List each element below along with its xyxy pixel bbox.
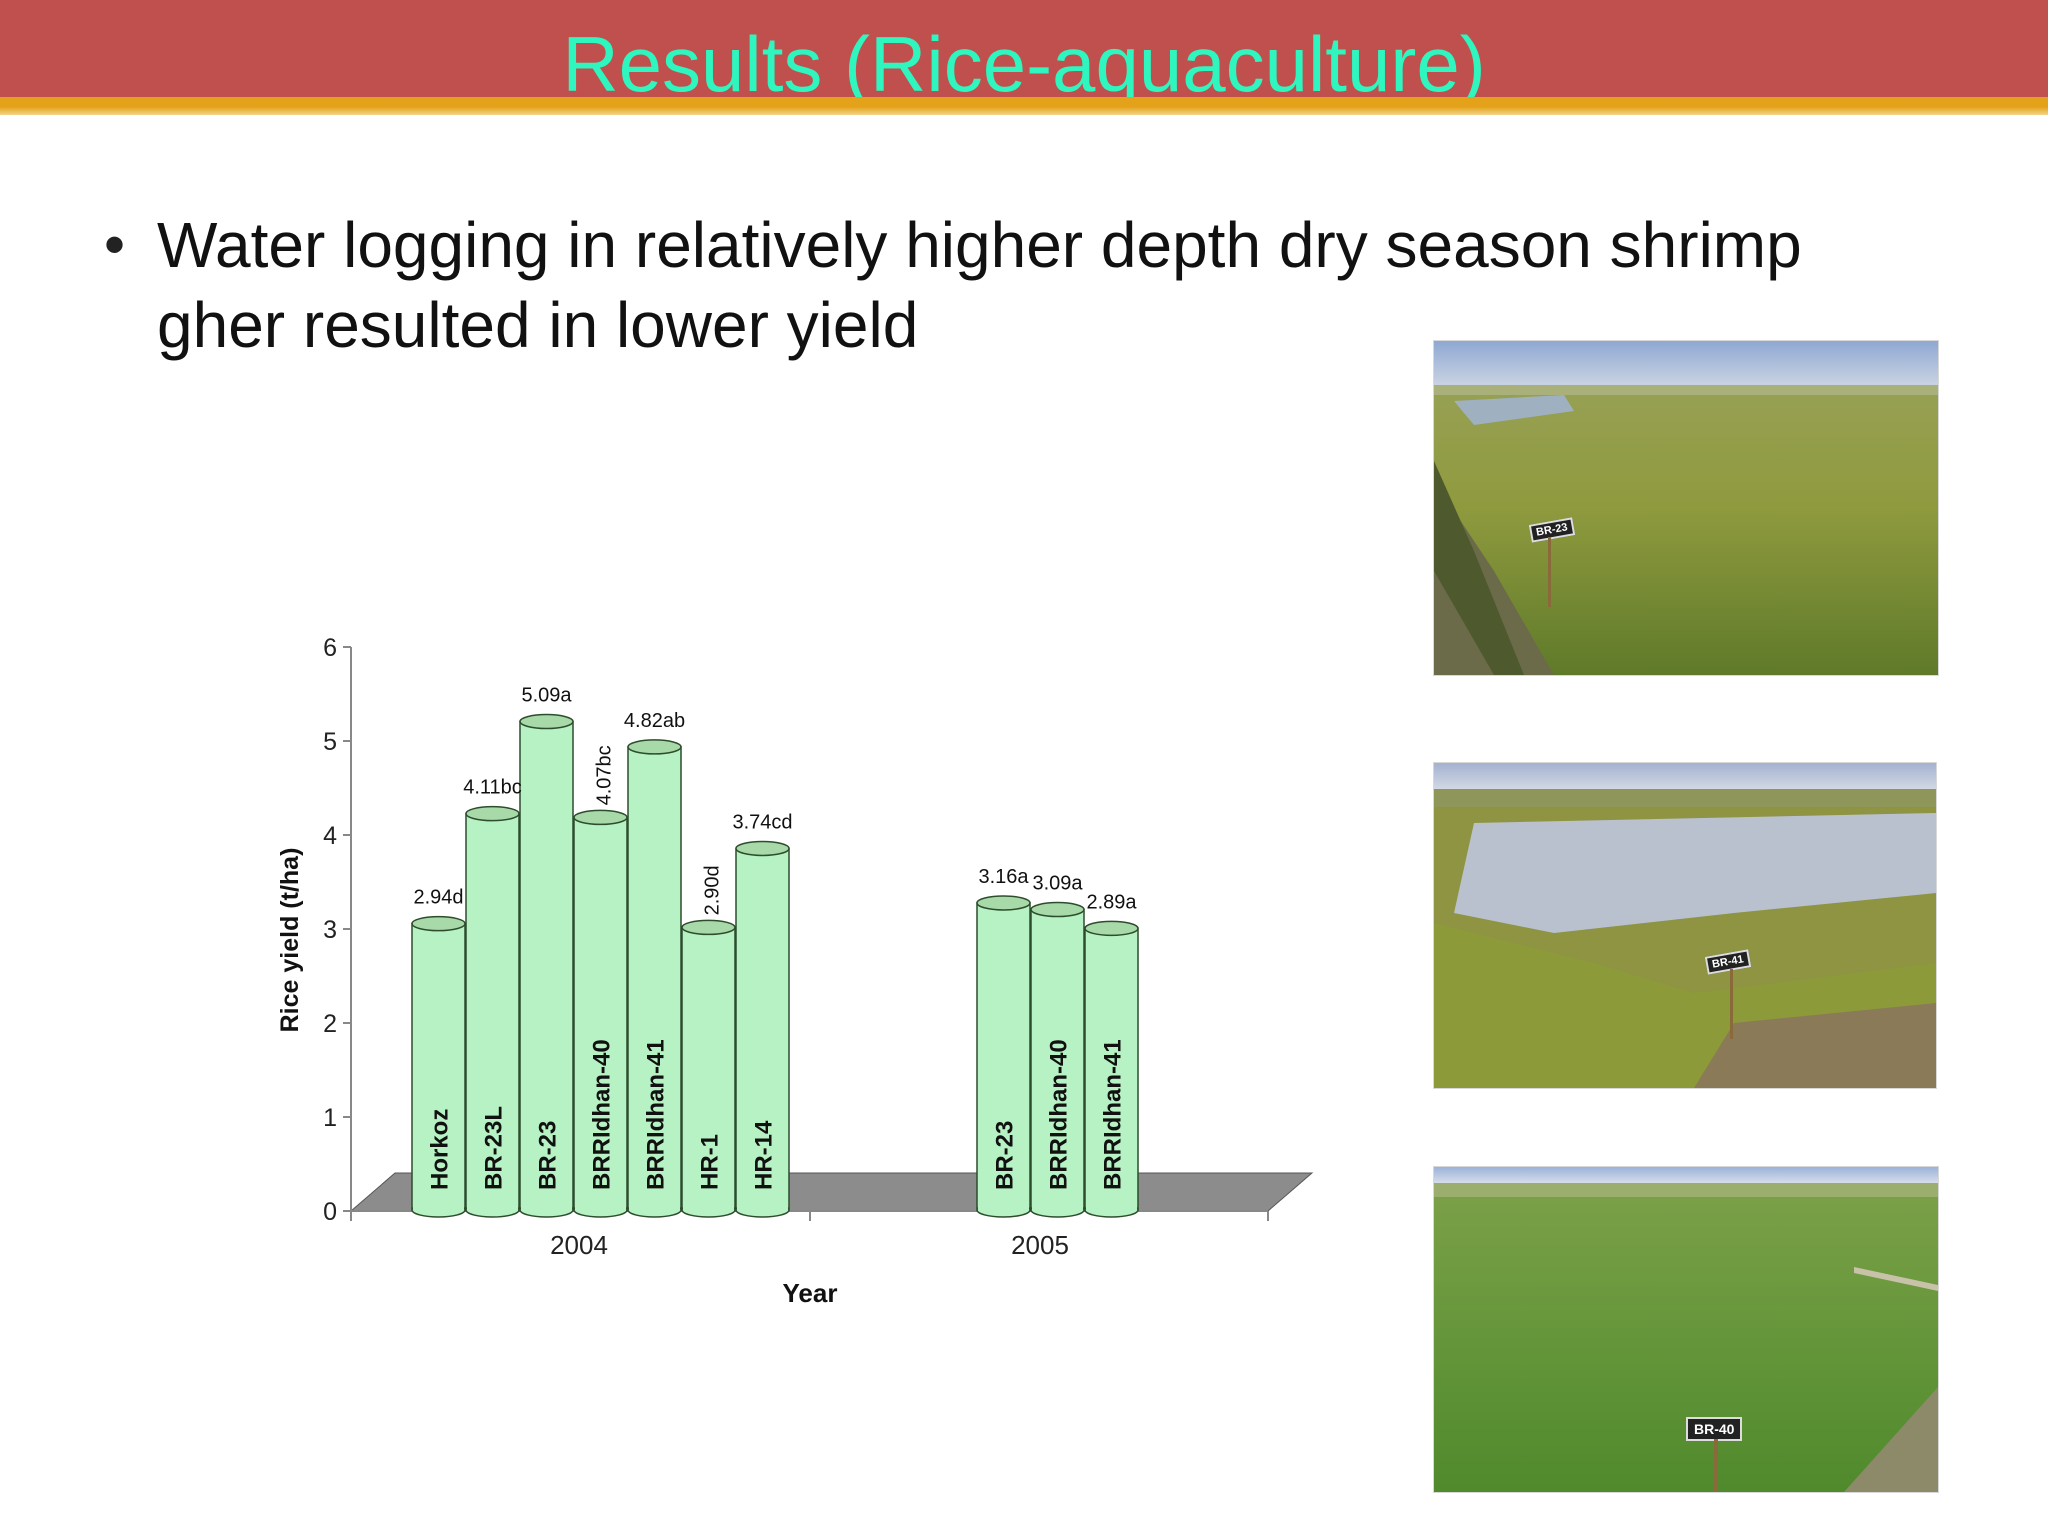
bar-2004-HR-14 [735,847,790,1211]
bar-value-label: 4.07bc [594,745,616,805]
bar-variety-label: BR-23 [535,1121,562,1190]
y-tick-label: 3 [323,916,337,944]
bar-top-cap [573,809,628,826]
bar-top-cap [735,840,790,857]
bar-variety-label: BR-23 [992,1121,1019,1190]
bar-base-fill [575,1202,626,1210]
x-group-label: 2004 [550,1230,608,1260]
bar-base-fill [1086,1202,1137,1210]
field-photo-br40: BR-40 [1433,1166,1939,1493]
bar-variety-label: HR-14 [751,1120,778,1190]
bar-top-cap [1030,901,1085,918]
bar-base-fill [737,1202,788,1210]
slide-title: Results (Rice-aquaculture) [562,20,1486,97]
bar-base-fill [1032,1202,1083,1210]
variety-sign: BR-40 [1686,1417,1743,1441]
yield-bar-chart: 0 1 2 3 4 5 6 Rice yield (t/ha) Year 2004 Horkoz 2.… [276,634,1314,1308]
bar-variety-label: BRRIdhan-40 [589,1039,616,1190]
chart-labels: 0 1 2 3 4 5 6 Rice yield (t/ha) Year 2004 Horkoz 2.… [276,634,1137,1308]
bar-2004-BR-23 [519,720,574,1211]
y-tick-label: 5 [323,728,337,756]
bar-top-cap [1084,920,1139,937]
field-photo-br41: BR-41 [1433,762,1937,1089]
bullet-marker: • [104,211,126,278]
bar-value-label: 2.94d [413,887,463,909]
y-axis-label: Rice yield (t/ha) [276,848,304,1033]
bar-value-label: 5.09a [521,685,572,707]
bar-top-cap [681,919,736,936]
bullet-text: Water logging in relatively higher depth… [157,209,1802,361]
bar-value-label: 3.16a [978,866,1029,888]
title-underline-stripe [0,97,2048,115]
bar-variety-label: BRRIdhan-41 [643,1039,670,1190]
y-tick-label: 1 [323,1104,337,1132]
y-tick-label: 6 [323,634,337,662]
bar-base-fill [629,1202,680,1210]
bar-top-cap [627,739,682,755]
bar-2005-BR-23 [976,902,1031,1211]
y-tick-label: 4 [323,822,337,850]
field-photo-br23: BR-23 [1433,340,1939,676]
bar-variety-label: Horkoz [427,1109,454,1190]
y-tick-label: 2 [323,1010,337,1038]
sign-post [1714,1439,1718,1492]
sign-post [1730,969,1733,1039]
bar-2004-BRRIdhan-40 [573,816,628,1211]
bar-base-fill [467,1202,518,1210]
bar-base-fill [521,1202,572,1210]
bar-variety-label: BR-23L [481,1106,508,1190]
bar-top-cap [465,805,520,822]
bar-2004-Horkoz [411,922,466,1211]
bar-value-label: 3.09a [1032,873,1083,895]
bar-value-label: 4.82ab [624,710,685,732]
bar-base-fill [978,1202,1029,1210]
bar-top-cap [411,915,466,932]
bar-variety-label: BRRIdhan-41 [1100,1039,1127,1190]
x-axis-label: Year [783,1278,838,1308]
bar-base-fill [413,1202,464,1210]
bar-variety-label: BRRIdhan-40 [1046,1039,1073,1190]
bar-value-label: 3.74cd [732,811,792,833]
bar-variety-label: HR-1 [697,1134,724,1190]
bar-value-label: 2.89a [1086,891,1137,913]
chart-bars [411,713,1139,1218]
bar-value-label: 4.11bc [463,777,522,799]
bar-top-cap [976,895,1031,911]
bar-top-cap [519,713,574,730]
x-group-label: 2005 [1011,1230,1069,1260]
y-tick-label: 0 [323,1198,337,1226]
bar-value-label: 2.90d [702,865,724,915]
title-banner [0,0,2048,97]
bar-2005-BRRIdhan-41 [1084,927,1139,1211]
sign-post [1548,537,1551,607]
bar-base-fill [683,1202,734,1210]
